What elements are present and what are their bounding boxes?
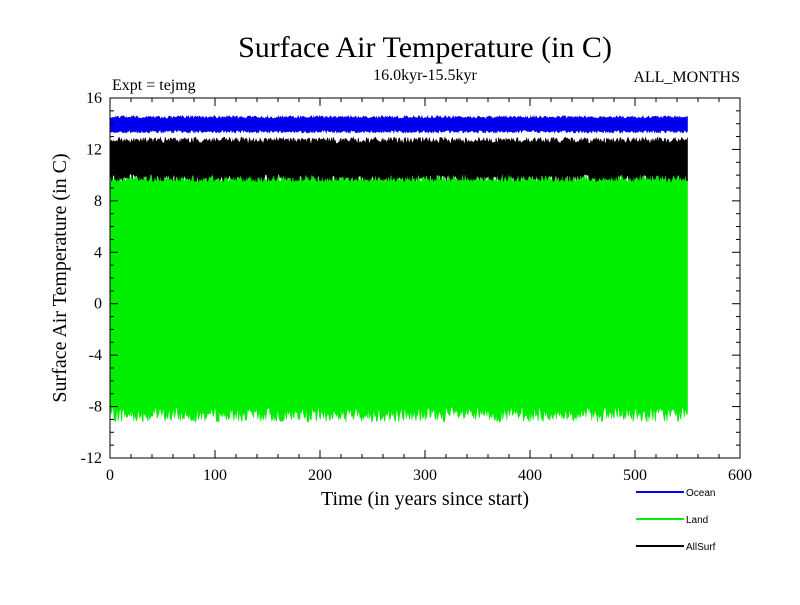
x-tick-label: 100	[203, 467, 227, 484]
x-tick-label: 400	[518, 467, 542, 484]
y-tick-label: -4	[89, 347, 102, 364]
months-label: ALL_MONTHS	[633, 69, 740, 86]
y-tick-label: 0	[94, 296, 102, 313]
x-tick-label: 600	[728, 467, 752, 484]
legend-label: Ocean	[686, 488, 715, 499]
legend-label: Land	[686, 515, 708, 526]
series-band-land	[109, 172, 688, 423]
y-tick-label: 16	[86, 90, 102, 107]
x-tick-label: 300	[413, 467, 437, 484]
series-band-ocean	[109, 114, 688, 134]
axes: 0 100 200 300 400 500 600 -12 -8 -4 0 4 8 12 16	[81, 90, 752, 484]
legend-entry-allsurf: AllSurf	[636, 542, 716, 553]
y-tick-label: -12	[81, 450, 102, 467]
y-tick-label: 12	[86, 141, 102, 158]
legend-label: AllSurf	[686, 542, 716, 553]
chart-title: Surface Air Temperature (in C)	[238, 31, 612, 64]
y-axis-label: Surface Air Temperature (in C)	[49, 153, 71, 402]
x-axis-label: Time (in years since start)	[321, 488, 529, 510]
plot-series	[109, 114, 688, 423]
x-tick-label: 500	[623, 467, 647, 484]
series-band-allsurf	[109, 136, 688, 183]
x-tick-label: 200	[308, 467, 332, 484]
x-tick-label: 0	[106, 467, 114, 484]
y-tick-label: -8	[89, 399, 102, 416]
expt-label: Expt = tejmg	[112, 77, 196, 94]
y-tick-label: 8	[94, 193, 102, 210]
legend: Ocean Land AllSurf	[636, 488, 716, 553]
legend-entry-ocean: Ocean	[636, 488, 715, 499]
legend-entry-land: Land	[636, 515, 708, 526]
chart-subtitle: 16.0kyr-15.5kyr	[373, 67, 477, 84]
y-tick-label: 4	[94, 244, 102, 261]
